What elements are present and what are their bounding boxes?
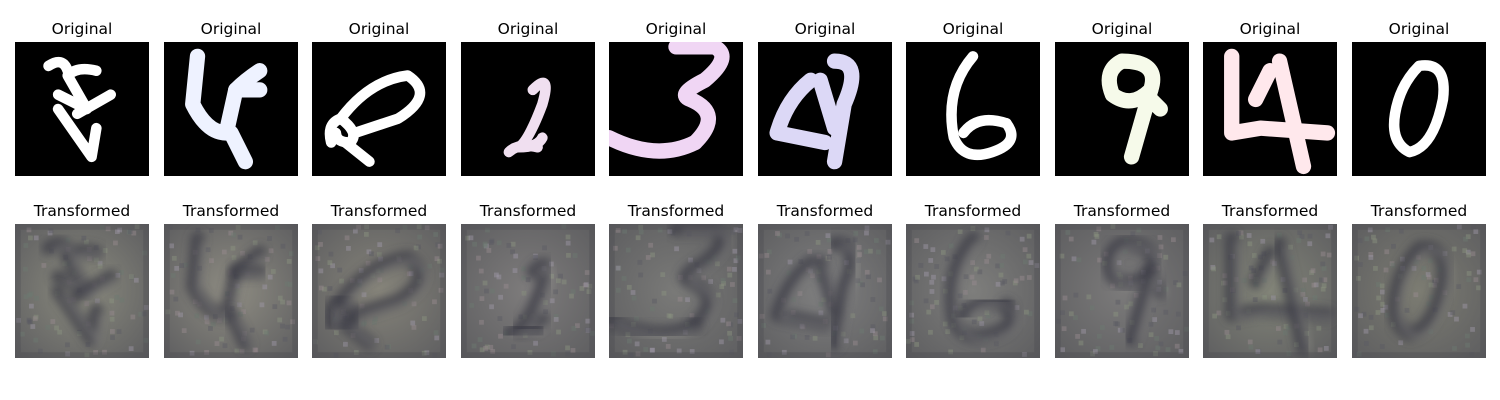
digit-glyph: [312, 224, 446, 358]
transformed-title: Transformed: [776, 202, 874, 220]
original-title: Original: [794, 20, 856, 38]
transformed-image: [906, 224, 1040, 358]
original-title: Original: [348, 20, 410, 38]
original-image: [906, 42, 1040, 176]
original-title: Original: [1239, 20, 1301, 38]
transformed-image: [758, 224, 892, 358]
digit-glyph: [461, 224, 595, 358]
transformed-image: [1055, 224, 1189, 358]
digit-glyph: [1055, 224, 1189, 358]
transformed-image: [1203, 224, 1337, 358]
original-image: [609, 42, 743, 176]
original-title: Original: [645, 20, 707, 38]
digit-glyph: [164, 224, 298, 358]
original-image: [758, 42, 892, 176]
original-image: [1352, 42, 1486, 176]
digit-glyph: [609, 42, 743, 176]
original-image: [15, 42, 149, 176]
digit-glyph: [758, 42, 892, 176]
digit-glyph: [1352, 42, 1486, 176]
transformed-image: [609, 224, 743, 358]
transformed-image: [15, 224, 149, 358]
transformed-image: [461, 224, 595, 358]
original-image: [164, 42, 298, 176]
transformed-title: Transformed: [1073, 202, 1171, 220]
transformed-title: Transformed: [924, 202, 1022, 220]
digit-glyph: [1352, 224, 1486, 358]
original-title: Original: [51, 20, 113, 38]
transformed-image: [312, 224, 446, 358]
original-image: [1203, 42, 1337, 176]
original-title: Original: [497, 20, 559, 38]
original-image: [1055, 42, 1189, 176]
original-title: Original: [200, 20, 262, 38]
digit-glyph: [1203, 224, 1337, 358]
digit-glyph: [1203, 42, 1337, 176]
transformed-title: Transformed: [33, 202, 131, 220]
transformed-title: Transformed: [479, 202, 577, 220]
original-image: [461, 42, 595, 176]
digit-glyph: [15, 224, 149, 358]
transformed-title: Transformed: [330, 202, 428, 220]
transformed-title: Transformed: [1221, 202, 1319, 220]
digit-glyph: [312, 42, 446, 176]
transformed-image: [164, 224, 298, 358]
transformed-title: Transformed: [1370, 202, 1468, 220]
original-title: Original: [942, 20, 1004, 38]
transformed-title: Transformed: [182, 202, 280, 220]
digit-glyph: [906, 42, 1040, 176]
transformed-title: Transformed: [627, 202, 725, 220]
digit-glyph: [15, 42, 149, 176]
digit-glyph: [164, 42, 298, 176]
original-title: Original: [1388, 20, 1450, 38]
digit-glyph: [758, 224, 892, 358]
digit-glyph: [1055, 42, 1189, 176]
transformed-image: [1352, 224, 1486, 358]
digit-glyph: [906, 224, 1040, 358]
digit-glyph: [609, 224, 743, 358]
digit-glyph: [461, 42, 595, 176]
original-title: Original: [1091, 20, 1153, 38]
original-image: [312, 42, 446, 176]
